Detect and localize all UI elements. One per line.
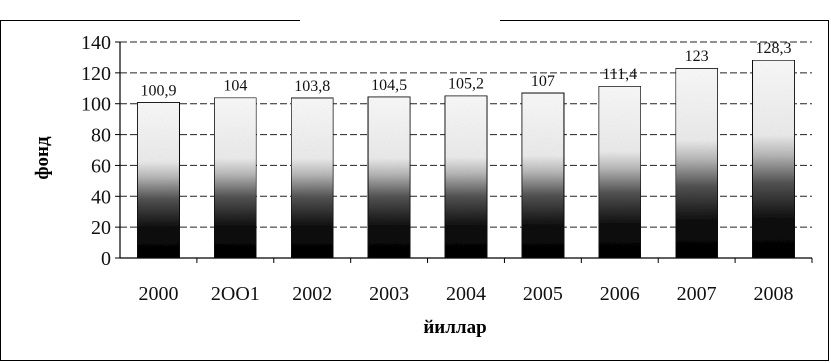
y-tick-label: 120	[81, 63, 111, 85]
data-label-2008: 128,3	[756, 40, 792, 57]
x-tick-label-2002: 2002	[292, 283, 332, 305]
data-label-2002: 103,8	[294, 78, 330, 95]
data-label-2006: 111,4	[602, 66, 637, 83]
data-label-2001: 104	[223, 78, 247, 95]
data-label-2000: 100,9	[140, 82, 176, 99]
y-axis-title: фонд	[32, 136, 53, 180]
data-label-2007: 123	[685, 48, 709, 65]
bar-2001	[213, 96, 258, 259]
bar-2008	[751, 59, 796, 259]
x-tick-label-2008: 2008	[754, 283, 794, 305]
y-tick-label: 100	[81, 94, 111, 116]
bar-2006	[598, 85, 642, 259]
y-tick-label: 140	[81, 32, 111, 54]
x-axis-title: йиллар	[423, 317, 486, 338]
chart-frame	[0, 20, 829, 361]
data-labels: 100,9 104 103,8 104,5 105,2 107 111,4 123 128,3	[140, 40, 791, 99]
y-tick-label: 20	[91, 217, 111, 239]
bar-2005	[521, 92, 565, 259]
bars	[136, 59, 796, 259]
x-tick-labels: 2000 2OO1 2002 2003 2004 2005 2006 2007 2008	[138, 283, 793, 305]
x-tick-label-2000: 2000	[138, 283, 178, 305]
y-tick-label: 40	[91, 186, 111, 208]
data-label-2005: 107	[531, 73, 555, 90]
data-label-2004: 105,2	[448, 76, 484, 93]
bar-2002	[290, 97, 334, 259]
x-tick-label-2005: 2005	[523, 283, 563, 305]
x-tick-label-2003: 2003	[369, 283, 409, 305]
y-tick-label: 80	[91, 125, 111, 147]
bar-2007	[674, 67, 719, 259]
bar-2004	[444, 95, 488, 259]
y-tick-labels: 0 20 40 60 80 100 120 140	[81, 32, 111, 270]
bar-2003	[367, 96, 411, 259]
y-tick-label: 0	[101, 248, 111, 270]
frame-top-border-left	[0, 20, 300, 21]
x-tick-label-2007: 2007	[677, 283, 717, 305]
data-label-2003: 104,5	[371, 77, 407, 94]
x-tick-label-2006: 2006	[600, 283, 640, 305]
x-tick-label-2001: 2OO1	[211, 283, 260, 305]
frame-top-border-right	[500, 20, 829, 21]
bar-2000	[136, 101, 181, 259]
x-tick-label-2004: 2004	[446, 283, 486, 305]
y-tick-label: 60	[91, 155, 111, 177]
